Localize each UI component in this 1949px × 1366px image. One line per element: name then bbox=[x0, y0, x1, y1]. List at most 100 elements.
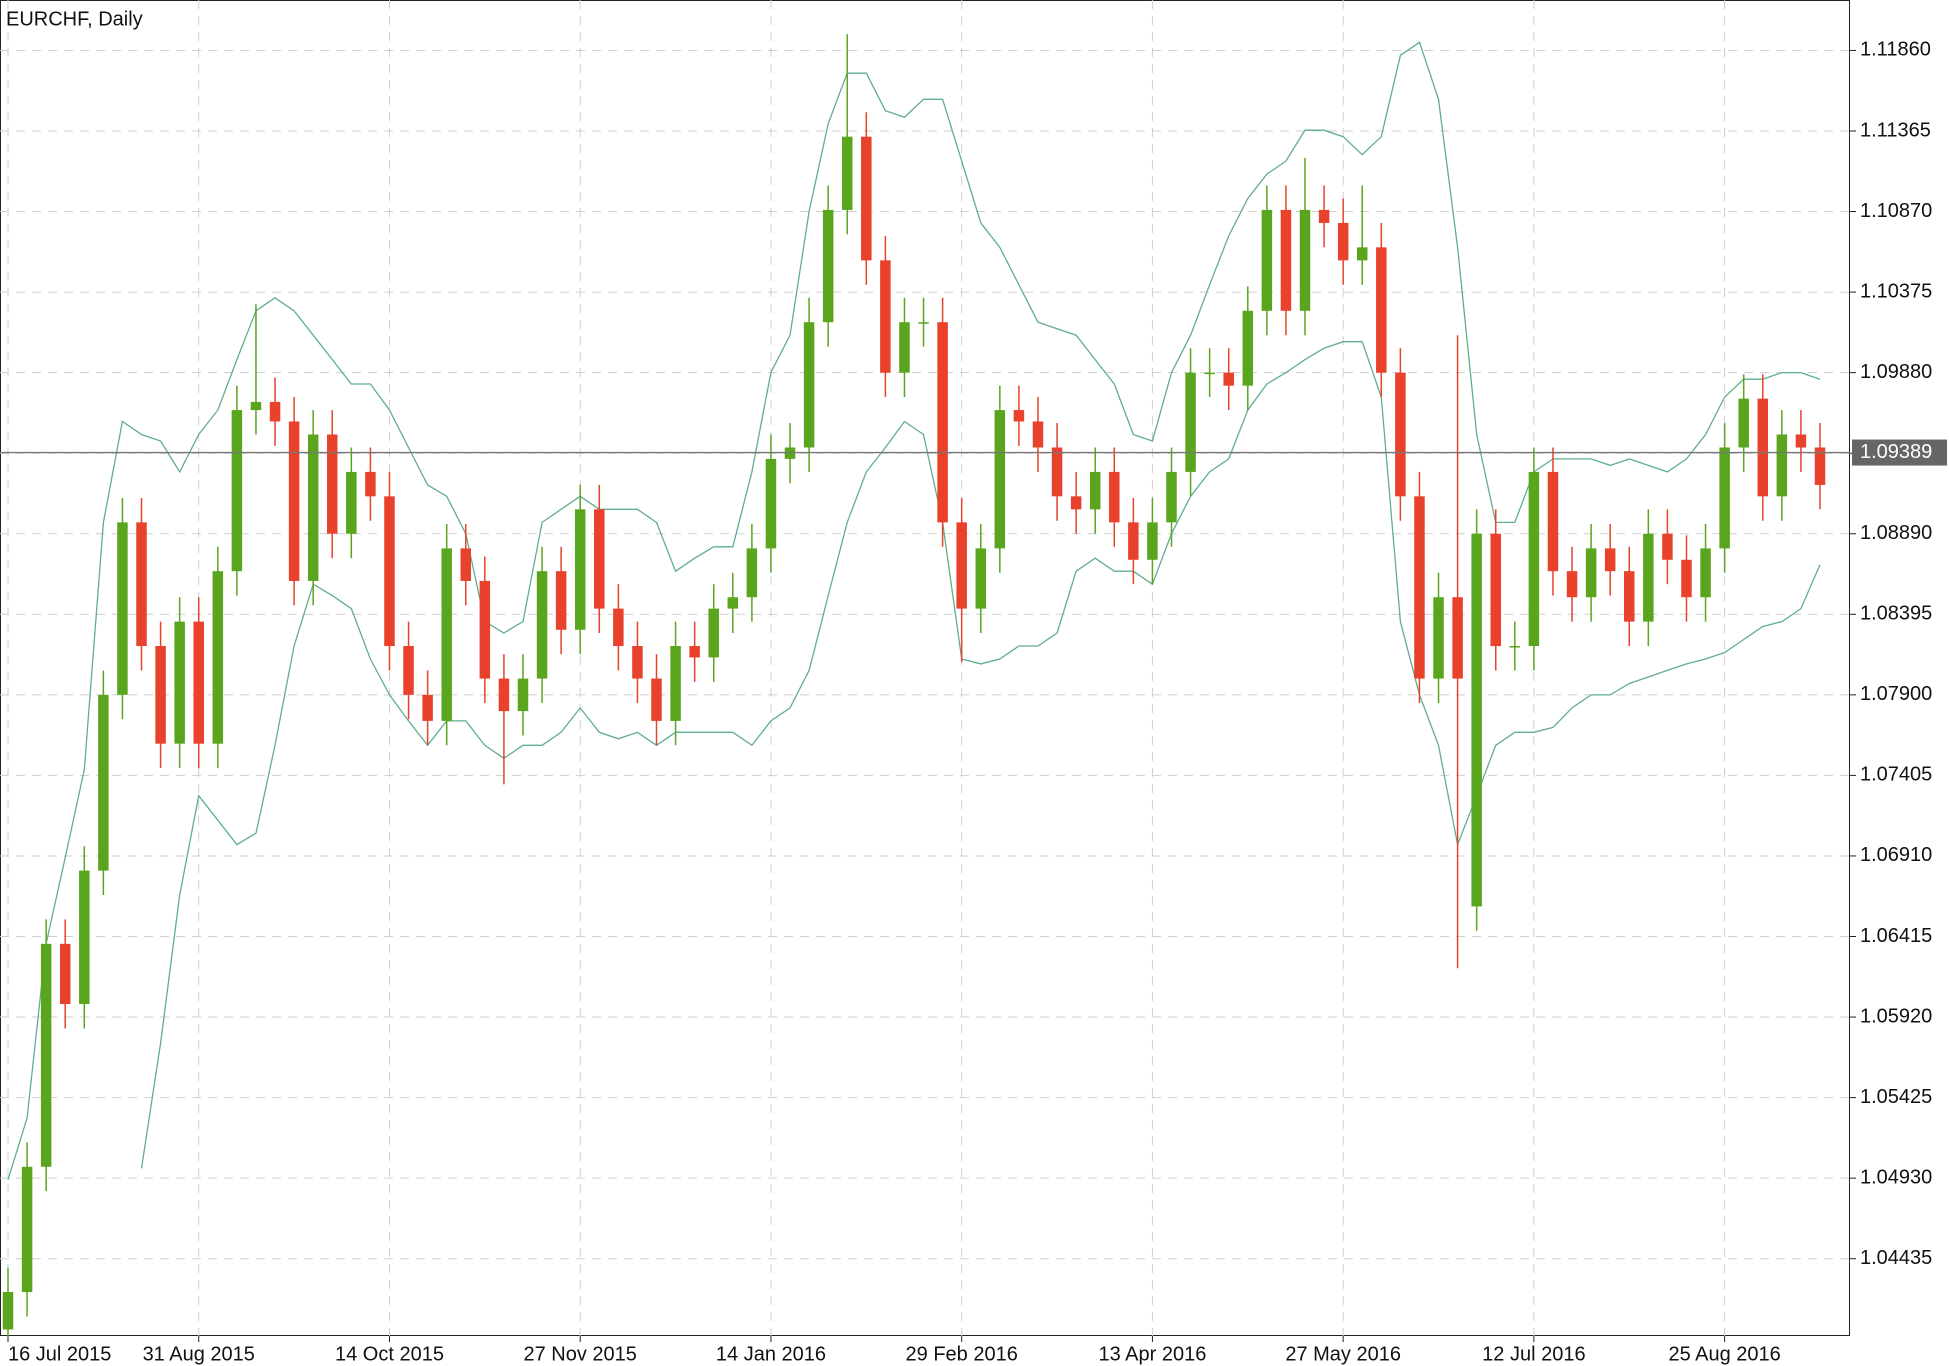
candle-body bbox=[1242, 310, 1254, 386]
y-tick-label: 1.04930 bbox=[1860, 1166, 1932, 1188]
candle-body bbox=[1128, 522, 1139, 560]
candle-body bbox=[708, 608, 719, 658]
x-tick-label: 31 Aug 2015 bbox=[143, 1343, 255, 1365]
candle-body bbox=[1776, 434, 1788, 497]
candle-body bbox=[574, 509, 586, 630]
band-lower bbox=[140, 341, 1821, 1169]
candle-body bbox=[517, 678, 529, 712]
plot-frame bbox=[0, 0, 1850, 1336]
candle-body bbox=[651, 678, 662, 721]
candle-body bbox=[346, 471, 357, 534]
candle-body bbox=[1471, 533, 1482, 907]
candle-body bbox=[1624, 571, 1635, 622]
y-tick-label: 1.04435 bbox=[1860, 1247, 1932, 1269]
x-tick-label: 16 Jul 2015 bbox=[8, 1343, 111, 1365]
candle-body bbox=[117, 522, 128, 695]
candle-body bbox=[1681, 559, 1692, 598]
y-tick-label: 1.06910 bbox=[1860, 844, 1932, 866]
candle-body bbox=[746, 548, 758, 598]
y-tick-label: 1.05425 bbox=[1860, 1086, 1932, 1108]
candle-body bbox=[365, 471, 376, 497]
candle-body bbox=[1032, 421, 1044, 448]
candle-body bbox=[1757, 398, 1769, 497]
y-tick-label: 1.07405 bbox=[1860, 764, 1932, 786]
candle-body bbox=[1719, 447, 1730, 549]
candle-body bbox=[1566, 571, 1578, 598]
candle-body bbox=[1051, 447, 1063, 497]
candle-body bbox=[1604, 548, 1616, 572]
candle-body bbox=[727, 597, 739, 609]
y-tick-label: 1.08890 bbox=[1860, 522, 1932, 544]
candle-body bbox=[79, 870, 90, 1005]
candle-body bbox=[1356, 247, 1368, 261]
candle-body bbox=[1185, 372, 1196, 472]
x-tick-label: 12 Jul 2016 bbox=[1482, 1343, 1585, 1365]
candle-body bbox=[994, 410, 1006, 549]
candle-body bbox=[822, 209, 834, 323]
candle-body bbox=[899, 322, 910, 373]
candle-body bbox=[269, 401, 281, 422]
candle-body bbox=[59, 943, 71, 1005]
candle-body bbox=[632, 646, 643, 679]
candle-body bbox=[155, 646, 166, 744]
candle-body bbox=[1204, 372, 1215, 375]
y-tick-label: 1.09880 bbox=[1860, 361, 1932, 383]
candle-body bbox=[1223, 372, 1234, 386]
candle-body bbox=[250, 401, 262, 411]
y-tick-label: 1.10870 bbox=[1860, 200, 1932, 222]
candle-body bbox=[1490, 533, 1501, 647]
candle-body bbox=[193, 621, 204, 744]
candle-body bbox=[536, 571, 548, 679]
candle-body bbox=[98, 694, 109, 871]
candle-body bbox=[136, 522, 147, 647]
candle-body bbox=[40, 943, 52, 1167]
candle-body bbox=[1662, 533, 1673, 560]
candle-body bbox=[765, 458, 777, 549]
x-tick-label: 27 May 2016 bbox=[1285, 1343, 1401, 1365]
candle-body bbox=[1433, 597, 1444, 679]
candle-body bbox=[918, 322, 929, 324]
x-tick-label: 13 Apr 2016 bbox=[1098, 1343, 1206, 1365]
candle-body bbox=[498, 678, 510, 712]
candle-body bbox=[1013, 410, 1025, 422]
candle-body bbox=[613, 608, 624, 647]
candle-body bbox=[1452, 597, 1463, 679]
candle-body bbox=[307, 434, 319, 581]
candle-body bbox=[1376, 247, 1387, 373]
y-tick-label: 1.11860 bbox=[1860, 39, 1931, 61]
candle-body bbox=[1814, 447, 1826, 485]
candle-body bbox=[1643, 533, 1654, 622]
candle-body bbox=[1089, 471, 1101, 510]
candle-body bbox=[479, 580, 491, 679]
candle-body bbox=[1318, 209, 1330, 223]
candle-body bbox=[689, 646, 700, 658]
candle-body bbox=[422, 694, 433, 721]
candle-body bbox=[1795, 434, 1807, 448]
candle-body bbox=[2, 1292, 14, 1330]
candle-body bbox=[880, 260, 891, 373]
candle-body bbox=[803, 322, 815, 448]
candle-body bbox=[441, 548, 452, 721]
candle-body bbox=[174, 621, 185, 744]
candle-body bbox=[1585, 548, 1597, 598]
y-tick-label: 1.07900 bbox=[1860, 683, 1932, 705]
candle-body bbox=[594, 509, 605, 609]
candle-body bbox=[1280, 209, 1292, 311]
candle-body bbox=[1299, 209, 1311, 311]
candle-body bbox=[1547, 471, 1559, 572]
candle-body bbox=[1738, 398, 1749, 448]
candle-body bbox=[1337, 222, 1349, 261]
last-price-label: 1.09389 bbox=[1860, 441, 1932, 463]
chart-title: EURCHF, Daily bbox=[6, 8, 143, 30]
candle-body bbox=[670, 646, 681, 721]
x-tick-label: 25 Aug 2016 bbox=[1668, 1343, 1780, 1365]
candle-body bbox=[1528, 471, 1540, 647]
candle-body bbox=[1509, 646, 1521, 648]
candle-body bbox=[861, 136, 872, 261]
y-tick-label: 1.08395 bbox=[1860, 603, 1932, 625]
candle-body bbox=[403, 646, 414, 695]
band-upper bbox=[7, 41, 1821, 1180]
candle-body bbox=[21, 1166, 33, 1293]
candle-body bbox=[555, 571, 567, 630]
